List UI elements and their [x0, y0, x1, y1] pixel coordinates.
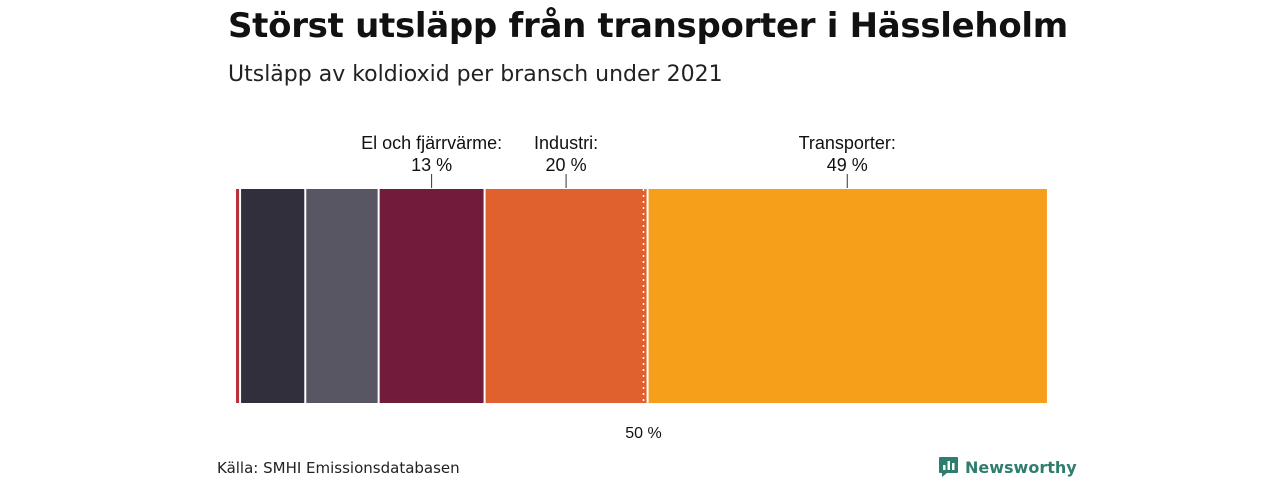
- segment-label-5: Transporter:: [799, 133, 896, 153]
- bar-segment-4: [484, 189, 648, 403]
- source-note: Källa: SMHI Emissionsdatabasen: [217, 459, 460, 477]
- chart-subtitle: Utsläpp av koldioxid per bransch under 2…: [228, 62, 723, 87]
- bar-segment-1: [240, 189, 306, 403]
- bar-segment-2: [305, 189, 379, 403]
- chart-title: Störst utsläpp från transporter i Hässle…: [228, 6, 1068, 46]
- bar-chart-logo-icon: [939, 457, 958, 477]
- bar-segment-5: [647, 189, 1047, 403]
- segment-value-label-3: 13 %: [411, 155, 452, 175]
- segment-value-label-4: 20 %: [546, 155, 587, 175]
- segment-label-3: El och fjärrvärme:: [361, 133, 502, 153]
- reference-line-label: 50 %: [625, 425, 661, 442]
- bar-segment-0: [236, 189, 241, 403]
- segment-value-label-5: 49 %: [827, 155, 868, 175]
- brand-name: Newsworthy: [965, 457, 1077, 477]
- newsworthy-logo[interactable]: Newsworthy: [938, 456, 1077, 478]
- segment-label-4: Industri:: [534, 133, 598, 153]
- bar-segment-3: [378, 189, 485, 403]
